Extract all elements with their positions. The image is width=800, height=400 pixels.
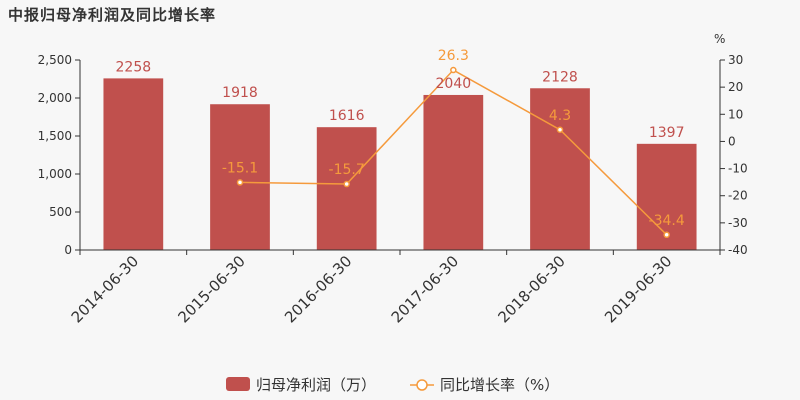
growth-point-2019-06-30[interactable]: [663, 231, 670, 239]
y-right-tick-label: -10: [728, 162, 748, 176]
y-right-tick-label: 0: [728, 134, 736, 148]
growth-value-label: -15.7: [329, 162, 365, 178]
bar-2014-06-30[interactable]: [103, 78, 164, 250]
x-tick-label: 2017-06-30: [388, 252, 462, 326]
y-left-tick-label: 2,500: [38, 53, 72, 67]
bar-2017-06-30[interactable]: [423, 94, 484, 251]
y-right-tick-label: -20: [728, 189, 748, 203]
growth-point-2017-06-30[interactable]: [450, 66, 457, 74]
y-right-tick-label: 30: [728, 53, 743, 67]
bar-value-label: 2040: [436, 76, 472, 92]
legend-line-marker: [416, 379, 428, 391]
y-right-unit-label: %: [714, 32, 725, 46]
y-left-tick-label: 2,000: [38, 91, 72, 105]
growth-point-2016-06-30[interactable]: [343, 180, 350, 188]
growth-point-2018-06-30[interactable]: [556, 126, 564, 134]
bar-2018-06-30[interactable]: [530, 88, 590, 250]
x-tick-label: 2016-06-30: [281, 252, 355, 326]
y-right-tick-label: 10: [728, 107, 743, 121]
y-left-tick-label: 1,000: [38, 167, 72, 181]
x-tick-label: 2014-06-30: [68, 252, 142, 326]
growth-value-label: -15.1: [222, 160, 258, 176]
y-right-tick-label: -40: [728, 243, 748, 257]
bar-value-label: 1397: [649, 125, 685, 141]
y-left-tick-label: 1,500: [38, 129, 72, 143]
bar-value-label: 2258: [116, 59, 152, 75]
legend-line-label[interactable]: 同比增长率（%）: [440, 376, 559, 394]
bar-value-label: 1616: [329, 108, 365, 124]
bar-value-label: 1918: [222, 85, 258, 101]
y-left-tick-label: 0: [64, 243, 72, 257]
y-right-tick-label: -30: [728, 216, 748, 230]
y-right-tick-label: 20: [728, 80, 743, 94]
bar-2015-06-30[interactable]: [210, 104, 270, 251]
x-tick-label: 2019-06-30: [601, 252, 675, 326]
growth-point-2015-06-30[interactable]: [236, 179, 244, 186]
bar-value-label: 2128: [542, 69, 578, 85]
growth-value-label: 26.3: [438, 48, 469, 64]
legend-bar-label[interactable]: 归母净利润（万）: [256, 376, 376, 394]
growth-value-label: 4.3: [549, 108, 571, 124]
chart-title: 中报归母净利润及同比增长率: [8, 6, 217, 24]
y-left-tick-label: 500: [49, 205, 72, 219]
legend-bar-swatch[interactable]: [226, 377, 250, 391]
x-tick-label: 2015-06-30: [174, 252, 248, 326]
bar-2016-06-30[interactable]: [316, 127, 377, 250]
x-tick-label: 2018-06-30: [494, 252, 568, 326]
growth-value-label: -34.4: [649, 213, 685, 229]
